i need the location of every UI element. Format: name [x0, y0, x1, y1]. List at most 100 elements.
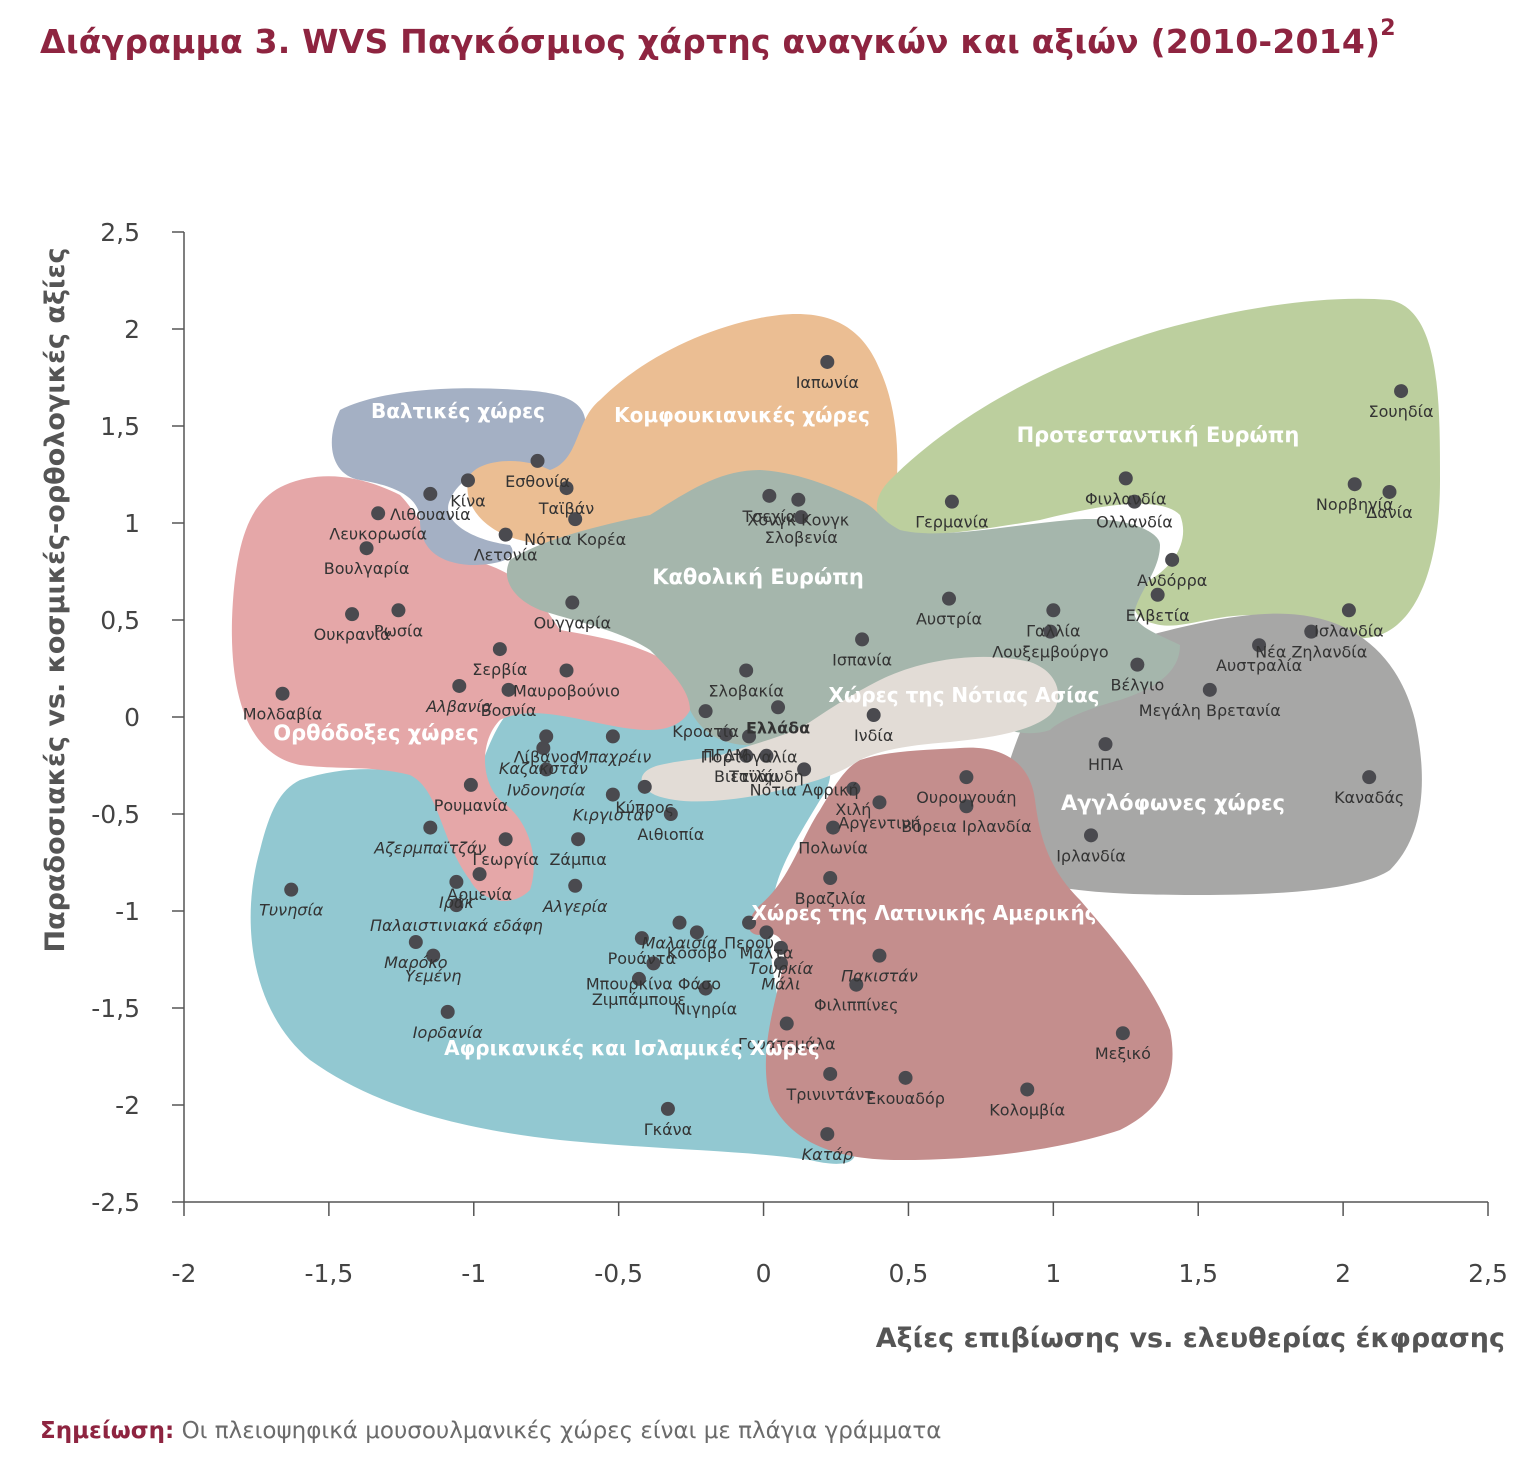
data-point — [959, 799, 974, 814]
point-label: Νέα Ζηλανδία — [1255, 643, 1367, 662]
y-tick-label: -2,5 — [91, 1188, 140, 1217]
y-axis-title: Παραδοσιακές vs. κοσμικές-ορθολογικές αξ… — [40, 248, 71, 953]
point-label: Ισπανία — [832, 650, 892, 669]
point-label: Φινλανδία — [1085, 489, 1167, 508]
data-point — [559, 663, 574, 678]
data-point — [426, 948, 441, 963]
point-label: Νότια Αφρική — [750, 780, 859, 799]
data-point — [284, 882, 299, 897]
note-label: Σημείωση: — [40, 1418, 175, 1444]
y-tick-label: 1 — [124, 509, 140, 538]
point-label: Υεμένη — [405, 967, 461, 986]
data-point — [742, 915, 757, 930]
region-south-asia — [641, 656, 1059, 802]
point-label: Πορτογαλία — [701, 747, 798, 766]
point-label: Τρινιντάντ — [786, 1085, 874, 1104]
point-label: Ισλανδία — [1314, 621, 1384, 640]
region-latin-america — [748, 747, 1173, 1160]
data-point — [565, 595, 580, 610]
point-label: Παλαιστινιακά εδάφη — [370, 916, 543, 935]
data-point — [739, 748, 754, 763]
point-label: Μπαχρέιν — [575, 747, 652, 766]
data-point — [1043, 624, 1058, 639]
y-tick-label: -1,5 — [91, 994, 140, 1023]
point-label: Εκουαδόρ — [866, 1089, 945, 1108]
point-label: Λουξεμβούργο — [992, 643, 1108, 662]
data-point — [794, 510, 809, 525]
data-point — [408, 935, 423, 950]
point-label: Ολλανδία — [1096, 513, 1173, 532]
data-point — [689, 925, 704, 940]
point-label: Μεγάλη Βρετανία — [1139, 701, 1281, 720]
data-point — [820, 354, 835, 369]
point-label: Ινδία — [854, 726, 893, 745]
data-point — [944, 494, 959, 509]
point-label: Αργεντινή — [838, 813, 920, 832]
point-label: Δανία — [1366, 503, 1412, 522]
y-tick-label: -1 — [115, 897, 140, 926]
data-point — [959, 770, 974, 785]
point-label: Ταϊλάνδη — [728, 767, 804, 786]
x-axis-ticks: -2 -1,5 -1 -0,5 0 0,5 1 1,5 2 2,5 — [172, 1202, 1508, 1288]
data-point — [568, 878, 583, 893]
point-label: Ρουάντα — [608, 949, 676, 968]
point-label: Μπουρκίνα Φάσο — [586, 974, 721, 993]
x-tick-label: -2 — [172, 1259, 197, 1288]
point-label: Ινδονησία — [507, 780, 586, 799]
data-point — [359, 541, 374, 556]
point-label: Νιγηρία — [674, 1000, 737, 1019]
data-point — [820, 1127, 835, 1142]
data-point — [771, 700, 786, 715]
cultural-regions — [231, 298, 1440, 1164]
point-label: Ιορδανία — [413, 1023, 483, 1042]
data-point — [866, 708, 881, 723]
data-point — [898, 1070, 913, 1085]
data-point — [571, 832, 586, 847]
point-label: Ρουμανία — [434, 796, 508, 815]
point-label: Αλγερία — [542, 897, 608, 916]
x-tick-label: 1 — [1045, 1259, 1061, 1288]
point-label: Σλοβενία — [765, 528, 838, 547]
point-label: Λευκορωσία — [329, 524, 427, 543]
point-label: Ρωσία — [374, 621, 423, 640]
point-label: Ανδόρρα — [1137, 571, 1207, 590]
point-label: Μεξικό — [1095, 1044, 1151, 1063]
point-label: Καναδάς — [1334, 788, 1404, 807]
point-label: Αλβανία — [425, 697, 493, 716]
x-tick-label: 1,5 — [1178, 1259, 1218, 1288]
point-label: Πολωνία — [798, 839, 868, 858]
data-point — [759, 748, 774, 763]
data-point — [1202, 682, 1217, 697]
data-point — [1127, 494, 1142, 509]
data-point — [449, 874, 464, 889]
data-point — [391, 603, 406, 618]
point-label: Κίνα — [450, 491, 485, 510]
point-label: Αιθιοπία — [637, 825, 704, 844]
point-label: Αρμενία — [447, 885, 512, 904]
x-tick-label: 0 — [756, 1259, 772, 1288]
point-label: Χιλή — [835, 800, 871, 819]
x-tick-label: 2 — [1335, 1259, 1351, 1288]
data-point — [1382, 484, 1397, 499]
point-label: Ζάμπια — [549, 850, 606, 869]
point-label: Βοσνία — [481, 701, 537, 720]
point-label: Βέλγιο — [1110, 676, 1164, 695]
data-point — [275, 686, 290, 701]
group-label-latin-america: Χώρες της Λατινικής Αμερικής — [751, 901, 1096, 925]
data-point — [826, 820, 841, 835]
data-point — [492, 642, 507, 657]
point-label: Καζακστάν — [499, 759, 588, 778]
group-label-protestant: Προτεσταντική Ευρώπη — [1017, 423, 1300, 447]
group-labels: Βαλτικές χώρες Κομφουκιανικές χώρες Προτ… — [273, 399, 1299, 1060]
x-tick-label: 2,5 — [1468, 1259, 1508, 1288]
data-point — [559, 481, 574, 496]
data-point — [452, 678, 467, 693]
point-label: Περού — [724, 934, 774, 953]
point-label: Κιργιστάν — [573, 806, 653, 825]
group-label-anglophone: Αγγλόφωνες χώρες — [1061, 791, 1285, 815]
footnote: Σημείωση: Οι πλειοψηφικά μουσουλμανικές … — [40, 1418, 941, 1444]
point-label: Γαλλία — [1026, 621, 1080, 640]
y-axis-ticks: 2,5 2 1,5 1 0,5 0 -0,5 -1 -1,5 -2 -2,5 — [91, 218, 184, 1217]
point-label: Αυστραλία — [1216, 656, 1302, 675]
point-label: Ιαπωνία — [796, 373, 859, 392]
